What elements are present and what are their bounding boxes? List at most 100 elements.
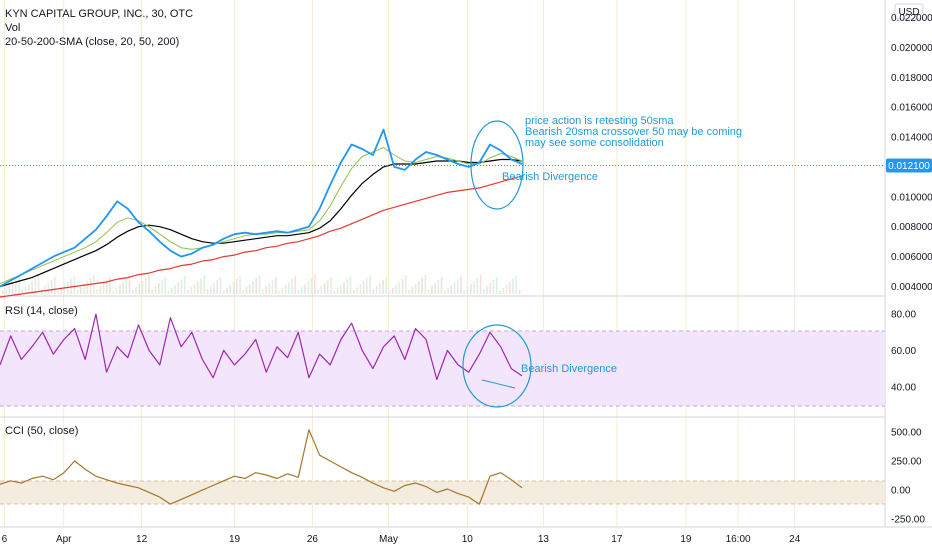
volume-bar: [496, 277, 498, 294]
volume-bar: [356, 287, 358, 294]
volume-bar: [424, 275, 427, 294]
volume-bar: [470, 284, 472, 294]
volume-bar: [466, 287, 469, 294]
volume-bar: [187, 290, 189, 294]
rsi-band: [0, 331, 885, 406]
last-price-value: 0.012100: [888, 161, 930, 172]
volume-bar: [307, 281, 310, 294]
volume-bar: [502, 288, 505, 294]
volume-bar: [180, 279, 183, 294]
volume-bar: [278, 291, 280, 294]
volume-bar: [236, 279, 238, 294]
volume-bar: [8, 285, 11, 294]
volume-bar: [252, 281, 254, 294]
y-tick-label: -250.00: [891, 515, 925, 526]
volume-bar: [395, 285, 397, 294]
volume-bar: [148, 275, 150, 294]
sma200-line: [0, 175, 523, 298]
volume-bar: [310, 278, 313, 294]
volume-bar: [245, 287, 248, 294]
volume-bar: [229, 285, 232, 294]
rsi-divergence-label: Bearish Divergence: [521, 363, 617, 375]
volume-bar: [401, 279, 404, 294]
volume-bar: [385, 277, 388, 294]
y-tick-label: 250.00: [891, 457, 922, 468]
volume-bar: [119, 285, 121, 294]
y-tick-label: 0.014000: [891, 133, 932, 144]
volume-bar: [158, 283, 160, 294]
volume-bar: [193, 284, 196, 294]
volume-bar: [200, 278, 202, 294]
volume-bar: [99, 286, 102, 294]
volume-bar: [349, 276, 352, 294]
volume-bar: [379, 283, 381, 294]
y-tick-label: 60.00: [891, 346, 916, 357]
volume-bar: [392, 288, 394, 294]
volume-bar: [509, 282, 511, 294]
volume-bar: [388, 291, 391, 294]
cci-band: [0, 481, 885, 504]
volume-bar: [5, 288, 7, 294]
volume-bar: [505, 285, 508, 294]
volume-bar: [463, 290, 466, 294]
sma50-line: [0, 158, 523, 288]
volume-bar: [106, 280, 108, 294]
currency-button[interactable]: USD: [898, 7, 919, 18]
volume-bar: [151, 289, 154, 294]
chart-title: KYN CAPITAL GROUP, INC., 30, OTC: [5, 8, 193, 20]
volume-bar: [362, 281, 365, 294]
volume-bar: [96, 289, 98, 294]
volume-bar: [375, 286, 378, 294]
volume-bar: [73, 276, 76, 294]
currency-button-frame[interactable]: [894, 3, 924, 20]
volume-bar: [366, 278, 368, 294]
volume-bar: [440, 277, 443, 294]
volume-bar: [323, 283, 326, 294]
y-tick-label: 40.00: [891, 382, 916, 393]
volume-bar: [125, 279, 128, 294]
x-tick-label: 16:00: [726, 534, 751, 545]
volume-bar: [76, 290, 79, 294]
x-tick-label: Apr: [56, 534, 72, 545]
x-tick-label: 26: [307, 534, 319, 545]
x-tick-label: 19: [229, 534, 241, 545]
note-line-1: price action is retesting 50sma: [525, 115, 674, 127]
volume-bar: [258, 275, 261, 294]
volume-bar: [271, 280, 274, 294]
note-line-3: may see some consolidation: [525, 137, 664, 149]
volume-bar: [141, 281, 144, 294]
y-tick-label: 0.018000: [891, 73, 932, 84]
volume-bar: [161, 280, 163, 294]
volume-bar: [268, 283, 271, 294]
x-tick-label: May: [379, 534, 398, 545]
volume-bar: [408, 290, 410, 294]
volume-bar: [177, 282, 180, 294]
volume-bar: [411, 287, 414, 294]
volume-bar: [249, 284, 251, 294]
date-lines: [4, 0, 796, 527]
volume-bar: [512, 279, 514, 294]
volume-bar: [457, 279, 459, 294]
volume-bar: [427, 289, 430, 294]
volume-bar: [18, 276, 20, 294]
volume-bar: [109, 277, 111, 294]
volume-bar: [343, 282, 345, 294]
price-axis-labels: 0.022000 0.020000 0.018000 0.016000 0.014000…: [891, 13, 932, 526]
volume-bar: [421, 278, 423, 294]
volume-bar: [486, 286, 488, 294]
volume-bar: [473, 281, 475, 294]
volume-bar: [2, 291, 4, 294]
volume-bar: [37, 275, 40, 294]
volume-bar: [31, 281, 33, 294]
volume-bar: [171, 288, 173, 294]
volume-bar: [304, 284, 306, 294]
volume-bar: [340, 285, 342, 294]
time-axis-labels: 6 Apr 12 19 26 May 10 13 17 19 16:00 24: [2, 534, 801, 545]
volume-bar: [223, 291, 225, 294]
volume-bar: [115, 288, 118, 294]
volume-bar: [369, 275, 371, 294]
volume-bar: [382, 280, 384, 294]
volume-bar: [135, 287, 137, 294]
